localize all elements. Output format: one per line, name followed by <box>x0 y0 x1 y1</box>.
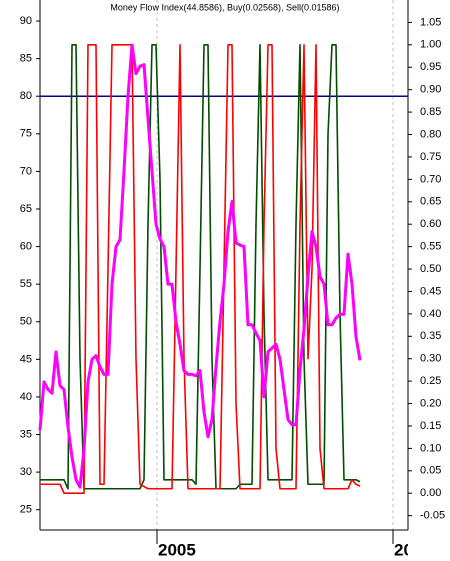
series-line <box>40 44 361 490</box>
y2-tick-label: 0.35 <box>420 330 441 342</box>
y-tick-label: 60 <box>20 240 32 252</box>
y2-tick-label: 0.10 <box>420 442 441 454</box>
x-tick-label: 20 <box>394 540 413 559</box>
y-tick-label: 45 <box>20 353 32 365</box>
y2-tick-label: 0.25 <box>420 375 441 387</box>
y2-tick-label: 0.40 <box>420 308 441 320</box>
y2-tick-label: 0.45 <box>420 285 441 297</box>
series-line <box>40 44 361 495</box>
y2-tick-label: 0.85 <box>420 106 441 118</box>
y-tick-label: 55 <box>20 278 32 290</box>
y2-tick-label: 0.90 <box>420 84 441 96</box>
y-tick-label: 65 <box>20 203 32 215</box>
y2-tick-label: 0.20 <box>420 397 441 409</box>
series-line <box>38 43 362 489</box>
chart-title: Money Flow Index(44.8586), Buy(0.02568),… <box>110 2 339 12</box>
y2-tick-label: 0.50 <box>420 263 441 275</box>
y-tick-label: 85 <box>20 53 32 65</box>
y2-tick-label: 0.70 <box>420 173 441 185</box>
y-tick-label: 30 <box>20 466 32 478</box>
y2-tick-label: 0.95 <box>420 61 441 73</box>
y2-tick-label: 1.05 <box>420 16 441 28</box>
y-tick-label: 40 <box>20 391 32 403</box>
y2-tick-label: 0.65 <box>420 196 441 208</box>
y2-tick-label: 0.80 <box>420 128 441 140</box>
y2-tick-label: 0.75 <box>420 151 441 163</box>
y2-tick-label: 0.30 <box>420 353 441 365</box>
y2-tick-label: 0.60 <box>420 218 441 230</box>
y2-tick-label: 0.05 <box>420 465 441 477</box>
y2-tick-label: 0.55 <box>420 241 441 253</box>
y-tick-label: 35 <box>20 428 32 440</box>
y-tick-label: 25 <box>20 504 32 516</box>
y-tick-label: 70 <box>20 165 32 177</box>
y2-tick-label: -0.05 <box>420 510 445 522</box>
y-tick-label: 50 <box>20 316 32 328</box>
y-tick-label: 90 <box>20 15 32 27</box>
y-tick-label: 75 <box>20 128 32 140</box>
y2-tick-label: 0.00 <box>420 487 441 499</box>
y2-tick-label: 1.00 <box>420 39 441 51</box>
y-tick-label: 80 <box>20 90 32 102</box>
x-tick-label: 2005 <box>158 540 196 559</box>
y2-tick-label: 0.15 <box>420 420 441 432</box>
